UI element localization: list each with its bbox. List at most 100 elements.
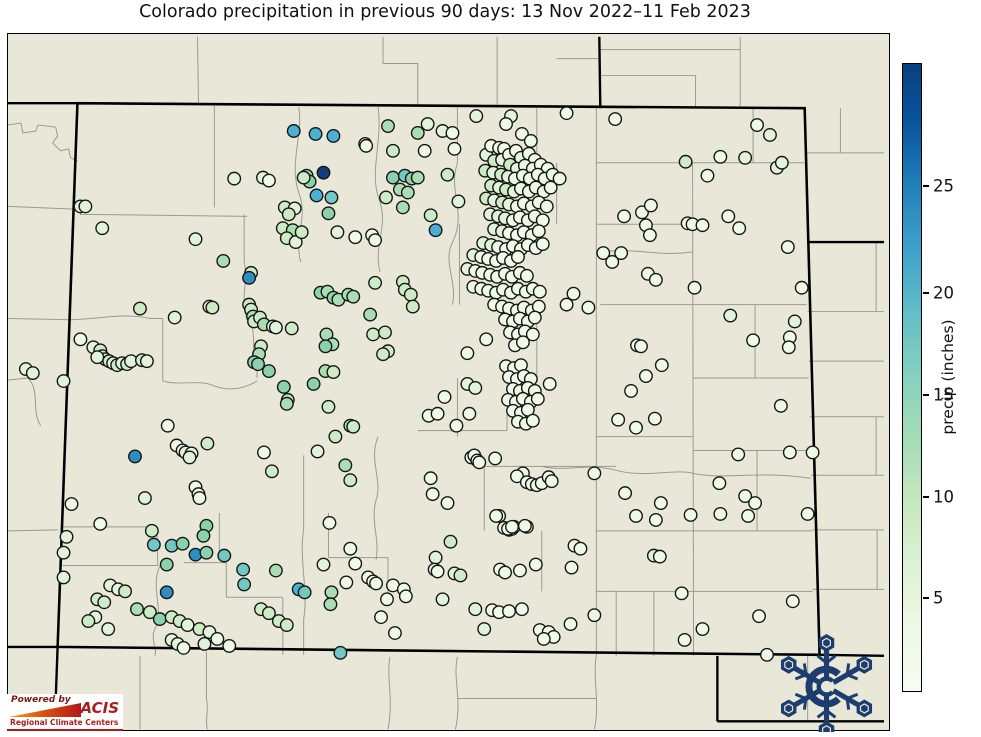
colorbar-tick-mark	[923, 496, 929, 498]
station-dot	[200, 436, 215, 451]
station-dot	[460, 346, 475, 361]
station-dot	[677, 633, 692, 647]
station-dot	[502, 604, 516, 619]
station-dot	[56, 545, 71, 560]
station-dot	[326, 365, 341, 380]
station-dot	[133, 301, 147, 316]
station-dot	[530, 391, 545, 406]
station-dot	[398, 589, 413, 604]
station-dot	[324, 585, 339, 600]
station-dot	[780, 240, 795, 255]
station-dot	[316, 557, 331, 572]
station-dot	[403, 287, 418, 302]
station-dot	[210, 632, 225, 646]
station-dot	[542, 377, 557, 391]
station-dot	[451, 194, 466, 209]
acis-swoosh-graphic	[9, 703, 81, 717]
station-dot	[142, 605, 157, 620]
station-dot	[284, 321, 299, 336]
station-dot	[678, 154, 693, 169]
station-dot	[617, 209, 632, 224]
station-dot	[440, 167, 455, 182]
colorbar-tick-label: 5	[933, 588, 944, 608]
station-dot	[683, 508, 698, 522]
station-dot	[774, 155, 789, 170]
station-dot	[261, 173, 276, 188]
station-dot	[453, 568, 468, 583]
station-dot	[648, 512, 663, 527]
station-dot	[199, 545, 214, 560]
station-dot	[395, 200, 410, 215]
station-dot	[514, 127, 529, 141]
colorbar-tick-label: 25	[933, 176, 954, 196]
station-dot	[376, 347, 390, 362]
station-dot	[405, 299, 420, 314]
station-dot	[160, 418, 175, 433]
station-dot	[338, 458, 353, 473]
station-dot	[216, 254, 231, 268]
station-dot	[445, 126, 460, 140]
station-dot	[608, 112, 623, 127]
station-dot	[462, 406, 477, 421]
acis-powered-by-text: Powered by	[11, 695, 71, 705]
station-dot	[380, 592, 394, 607]
station-dot	[629, 420, 643, 435]
station-dot	[738, 489, 753, 504]
station-dot	[346, 419, 361, 434]
station-dot	[310, 444, 325, 459]
station-dot	[787, 314, 802, 329]
station-dot	[348, 556, 363, 571]
station-dot	[279, 618, 294, 633]
station-dot	[643, 198, 658, 213]
station-dot	[59, 529, 74, 544]
colorado-map	[8, 36, 885, 732]
station-dot	[309, 188, 324, 203]
station-dot	[93, 516, 108, 531]
station-dot	[652, 549, 667, 564]
station-dot	[417, 143, 432, 158]
station-dot	[167, 310, 182, 325]
station-dot	[642, 228, 657, 243]
colorbar-tick-mark	[923, 394, 929, 396]
station-dot	[326, 129, 341, 143]
colorbar-tick-mark	[923, 185, 929, 187]
station-dot	[611, 412, 626, 427]
station-dot	[343, 473, 358, 488]
station-dot	[159, 585, 174, 600]
station-dot	[477, 622, 492, 636]
station-dot	[25, 366, 40, 381]
colorbar-tick-mark	[923, 292, 929, 294]
station-dot	[276, 380, 291, 394]
station-dot	[423, 471, 438, 486]
station-dot	[695, 622, 710, 636]
station-dot	[489, 509, 504, 523]
acis-logo: Powered by ACIS Regional Climate Centers	[7, 694, 123, 731]
station-dot	[514, 602, 529, 617]
station-dot	[137, 491, 152, 506]
station-dot	[525, 327, 540, 342]
station-dot	[559, 106, 574, 121]
station-dot	[369, 576, 384, 591]
station-dot	[543, 180, 558, 195]
colorbar-tick-label: 20	[933, 283, 954, 303]
station-dot	[721, 209, 736, 224]
station-dot	[381, 119, 395, 133]
station-dot	[654, 358, 669, 373]
station-dot	[468, 381, 483, 395]
station-dot	[318, 339, 333, 354]
station-dot	[437, 389, 452, 404]
station-dot	[536, 632, 551, 646]
map-canvas	[7, 33, 890, 732]
station-dot	[732, 221, 747, 236]
station-dot	[268, 563, 283, 578]
station-dot	[410, 170, 425, 185]
station-dot	[236, 562, 251, 577]
station-dot	[629, 509, 643, 523]
station-dot	[205, 300, 220, 315]
station-dot	[763, 128, 777, 142]
station-dots	[18, 106, 820, 662]
station-dot	[443, 534, 458, 549]
station-dot	[805, 445, 820, 460]
station-dot	[605, 255, 620, 269]
snowflake-logo	[775, 632, 879, 732]
